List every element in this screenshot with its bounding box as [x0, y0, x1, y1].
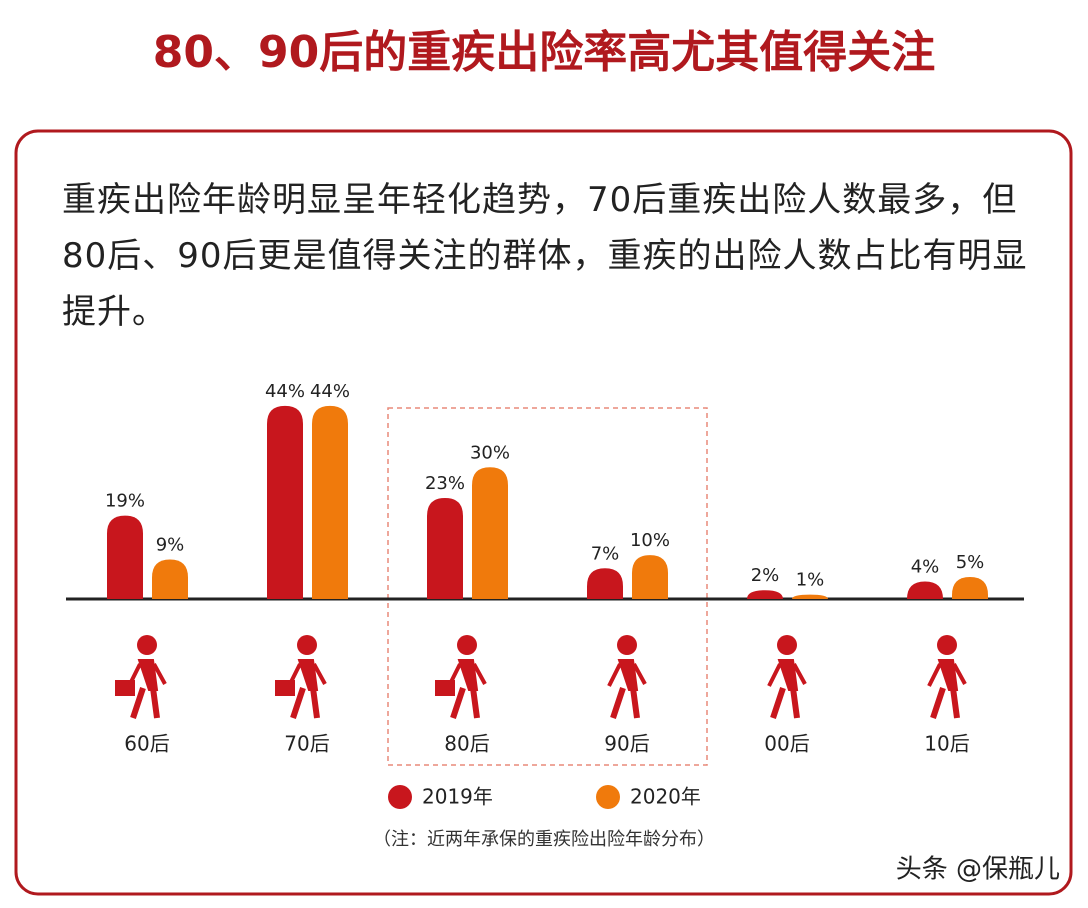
icon-legs	[450, 687, 480, 719]
x-tick-label: 10后	[924, 732, 969, 756]
watermark: 头条 @保瓶儿	[896, 855, 1060, 885]
icon-arms	[607, 663, 647, 687]
icon-head	[297, 635, 317, 655]
bar	[267, 405, 303, 599]
icon-bag	[115, 680, 135, 696]
value-label: 30%	[470, 442, 510, 463]
bar	[792, 594, 828, 599]
bar	[107, 515, 143, 599]
person-icon	[275, 635, 327, 719]
bar	[952, 577, 988, 599]
icon-legs	[610, 687, 640, 719]
icon-body	[137, 659, 159, 691]
icon-head	[137, 635, 157, 655]
value-label: 2%	[751, 565, 780, 586]
legend-label: 2020年	[630, 785, 701, 809]
icon-legs	[130, 687, 160, 719]
icon-bag	[435, 680, 455, 696]
value-label: 44%	[310, 381, 350, 402]
icon-head	[457, 635, 477, 655]
frame	[14, 129, 1073, 896]
icon-body	[617, 659, 639, 691]
icon-bag	[275, 680, 295, 696]
bar	[152, 559, 188, 599]
value-label: 44%	[265, 381, 305, 402]
x-tick-label: 90后	[604, 732, 649, 756]
bar	[427, 498, 463, 599]
highlight-box	[387, 407, 708, 766]
icon-legs	[770, 687, 800, 719]
icon-head	[937, 635, 957, 655]
icon-body	[777, 659, 799, 691]
icon-body	[937, 659, 959, 691]
value-label: 5%	[956, 552, 985, 573]
legend-swatch	[596, 785, 620, 809]
bar	[747, 590, 783, 599]
person-icon	[767, 635, 807, 719]
icon-body	[457, 659, 479, 691]
value-label: 19%	[105, 491, 145, 512]
icon-head	[617, 635, 637, 655]
bar	[312, 405, 348, 599]
x-tick-label: 60后	[124, 732, 169, 756]
value-label: 10%	[630, 530, 670, 551]
x-tick-label: 70后	[284, 732, 329, 756]
person-icon	[435, 635, 487, 719]
note: （注：近两年承保的重疾险出险年龄分布）	[373, 829, 715, 850]
person-icon	[115, 635, 167, 719]
bar	[907, 581, 943, 599]
bar	[472, 467, 508, 599]
legend-label: 2019年	[422, 785, 493, 809]
person-icon	[607, 635, 647, 719]
person-icon	[927, 635, 967, 719]
icon-legs	[290, 687, 320, 719]
x-tick-label: 00后	[764, 732, 809, 756]
value-label: 1%	[796, 570, 825, 591]
icon-arms	[927, 663, 967, 687]
description: 重疾出险年龄明显呈年轻化趋势，70后重疾出险人数最多，但80后、90后更是值得关…	[62, 180, 1028, 332]
icon-body	[297, 659, 319, 691]
bar	[632, 555, 668, 599]
x-tick-label: 80后	[444, 732, 489, 756]
value-label: 23%	[425, 473, 465, 494]
icon-legs	[930, 687, 960, 719]
value-label: 9%	[156, 534, 185, 555]
value-label: 4%	[911, 556, 940, 577]
value-label: 7%	[591, 543, 620, 564]
bar	[587, 568, 623, 599]
legend-swatch	[388, 785, 412, 809]
title: 80、90后的重疾出险率高尤其值得关注	[153, 27, 935, 78]
icon-head	[777, 635, 797, 655]
icon-arms	[767, 663, 807, 687]
